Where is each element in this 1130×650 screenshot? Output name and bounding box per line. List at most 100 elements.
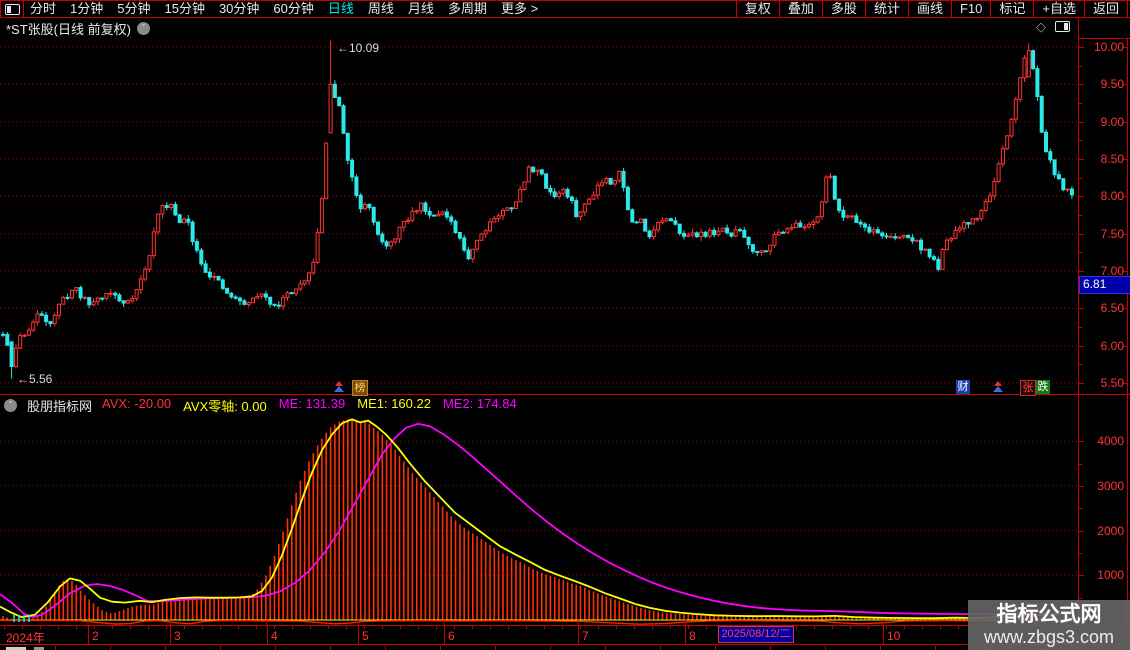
menu-item-60分钟[interactable]: 60分钟 — [273, 1, 314, 16]
finance-badge[interactable]: 财 — [956, 380, 970, 394]
menu-item-多周期[interactable]: 多周期 — [447, 1, 487, 16]
price-axis-label: 7.00 — [1100, 264, 1124, 278]
diamond-marker-icon[interactable]: ◇ — [1036, 19, 1046, 34]
price-minor-tick — [1079, 364, 1082, 365]
indicator-chart-panel[interactable] — [0, 415, 1078, 625]
axis-top-border — [1078, 38, 1130, 39]
month-label: 7 — [582, 629, 589, 643]
axis-left-border — [1078, 18, 1079, 644]
clipped-tick — [495, 646, 496, 650]
date-axis-top-border — [0, 625, 1130, 626]
price-minor-tick — [1079, 103, 1082, 104]
zhang-badge[interactable]: 张 — [1020, 380, 1036, 396]
menu-item-叠加[interactable]: 叠加 — [778, 0, 822, 17]
signal-mountain-icon[interactable] — [333, 381, 345, 393]
menu-item-画线[interactable]: 画线 — [907, 0, 951, 17]
menu-item-月线[interactable]: 月线 — [407, 1, 434, 16]
menu-item-返回[interactable]: 返回 — [1083, 0, 1127, 17]
month-label: 2 — [92, 629, 99, 643]
clipped-tick — [770, 646, 771, 650]
menu-item-分时[interactable]: 分时 — [30, 1, 57, 16]
week-tick — [940, 625, 941, 629]
week-tick — [94, 625, 95, 629]
svg-text:←10.09: ←10.09 — [337, 41, 379, 55]
month-divider — [358, 625, 359, 644]
price-tick — [1079, 122, 1084, 123]
price-tick — [1122, 47, 1127, 48]
week-tick — [652, 625, 653, 629]
price-tick — [1122, 271, 1127, 272]
menu-item-统计[interactable]: 统计 — [864, 0, 908, 17]
month-divider — [444, 625, 445, 644]
clipped-tick — [935, 646, 936, 650]
clipped-tick — [220, 646, 221, 650]
menu-item-多股[interactable]: 多股 — [821, 0, 865, 17]
menu-item-复权[interactable]: 复权 — [735, 0, 779, 17]
title-bar: *ST张股(日线 前复权) ˇ — [6, 20, 150, 37]
rank-badge[interactable]: 榜 — [352, 380, 368, 396]
menu-item-更多 >[interactable]: 更多 > — [500, 1, 539, 16]
week-tick — [292, 625, 293, 629]
top-border — [0, 0, 1130, 1]
price-minor-tick — [1079, 252, 1082, 253]
week-tick — [184, 625, 185, 629]
month-divider — [685, 625, 686, 644]
clipped-tick — [385, 646, 386, 650]
week-tick — [148, 625, 149, 629]
menu-item-标记[interactable]: 标记 — [990, 0, 1033, 17]
panel-toggle-icon[interactable] — [1055, 21, 1070, 32]
watermark-url: www.zbgs3.com — [983, 626, 1115, 647]
indicator-field: ME: 131.39 — [278, 396, 346, 411]
week-tick — [382, 625, 383, 629]
price-tick — [1122, 383, 1127, 384]
clipped-tick — [110, 646, 111, 650]
week-tick — [346, 625, 347, 629]
menu-item-周线[interactable]: 周线 — [367, 1, 394, 16]
clipped-tick — [165, 646, 166, 650]
die-badge[interactable]: 跌 — [1036, 380, 1050, 394]
menu-item-15分钟[interactable]: 15分钟 — [164, 1, 205, 16]
week-tick — [796, 625, 797, 629]
price-minor-tick — [1079, 215, 1082, 216]
month-label: 10 — [887, 629, 901, 643]
week-tick — [40, 625, 41, 629]
menu-item-日线[interactable]: 日线 — [327, 1, 354, 16]
price-axis-label: 8.50 — [1100, 152, 1124, 166]
week-tick — [364, 625, 365, 629]
price-tick — [1122, 84, 1127, 85]
menu-item-1分钟[interactable]: 1分钟 — [70, 1, 104, 16]
week-tick — [616, 625, 617, 629]
menu-item-+自选[interactable]: +自选 — [1033, 0, 1084, 17]
candlestick-chart-panel[interactable]: ←10.09 ←5.56 — [0, 38, 1078, 394]
menubar-divider — [0, 17, 1130, 18]
menu-item-30分钟[interactable]: 30分钟 — [218, 1, 260, 16]
indicator-name: 股朋指标网 — [27, 399, 93, 414]
week-tick — [130, 625, 131, 629]
signal-mountain-icon[interactable] — [992, 381, 1004, 393]
clipped-tick — [660, 646, 661, 650]
menu-item-F10[interactable]: F10 — [950, 0, 990, 17]
split-window-icon — [4, 3, 20, 15]
indicator-axis-label: 1000 — [1097, 568, 1124, 582]
week-tick — [922, 625, 923, 629]
price-tick — [1122, 159, 1127, 160]
menu-item-5分钟[interactable]: 5分钟 — [117, 1, 151, 16]
week-tick — [310, 625, 311, 629]
price-minor-tick — [1079, 178, 1082, 179]
cursor-date-tag: 2025/08/12/二 — [718, 626, 794, 643]
indicator-tick — [1079, 486, 1084, 487]
price-axis-label: 9.50 — [1100, 77, 1124, 91]
window-layout-button[interactable] — [0, 0, 24, 18]
year-label: 2024年 — [6, 631, 45, 645]
price-tick — [1122, 234, 1127, 235]
indicator-collapse-icon[interactable]: ˇ — [4, 399, 17, 412]
price-axis-label: 5.50 — [1100, 376, 1124, 390]
week-tick — [22, 625, 23, 629]
title-dropdown-icon[interactable]: ˇ — [136, 21, 150, 35]
price-tick — [1122, 196, 1127, 197]
indicator-minor-tick — [1079, 508, 1082, 509]
price-tick — [1079, 47, 1084, 48]
week-tick — [526, 625, 527, 629]
price-minor-tick — [1079, 140, 1082, 141]
clipped-tick — [880, 646, 881, 650]
